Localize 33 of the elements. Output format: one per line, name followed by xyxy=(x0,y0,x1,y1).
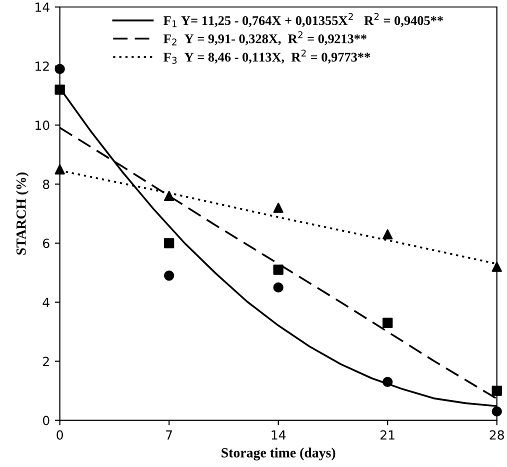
point xyxy=(492,262,502,272)
point xyxy=(164,190,174,202)
y-tick-label: 14 xyxy=(36,2,50,12)
point xyxy=(273,264,284,275)
y-tick-label: 8 xyxy=(43,180,50,190)
x-tick-label: 21 xyxy=(380,430,394,440)
point xyxy=(382,318,393,328)
y-axis-title: STARCH (%) xyxy=(16,172,29,255)
y-tick-label: 4 xyxy=(42,298,50,307)
point xyxy=(54,84,65,95)
point xyxy=(54,164,65,174)
point xyxy=(164,270,174,281)
y-tick-label: 0 xyxy=(42,416,50,426)
y-tick-label: 6 xyxy=(43,238,50,248)
point xyxy=(273,202,284,213)
point xyxy=(382,376,393,388)
point xyxy=(54,64,65,74)
x-tick-label: 7 xyxy=(166,430,172,440)
x-axis-title: Storage time (days) xyxy=(222,448,336,460)
y-tick-label: 2 xyxy=(43,356,49,366)
text: F$_{1}$ Y= 11,25 - 0,764X + 0,01355X$^{2}$ R$^{2}$ = 0,9405** xyxy=(164,13,443,28)
point xyxy=(382,229,393,240)
x-tick-label: 28 xyxy=(490,430,504,440)
point xyxy=(273,282,284,293)
x-tick-label: 14 xyxy=(272,430,286,440)
legend-label: F$_{2}$ Y = 9,91- 0,328X, R$^{2}$ = 0,9213** xyxy=(164,31,367,46)
y-tick-label: 12 xyxy=(36,62,49,71)
x-tick-label: 0 xyxy=(56,430,63,440)
point xyxy=(492,386,502,396)
legend-label: F$_{3}$ Y = 8,46 - 0,113X, R$^{2}$ = 0,9773** xyxy=(164,50,370,64)
point xyxy=(164,238,174,248)
y-tick-label: 10 xyxy=(36,120,50,130)
point xyxy=(492,406,502,417)
